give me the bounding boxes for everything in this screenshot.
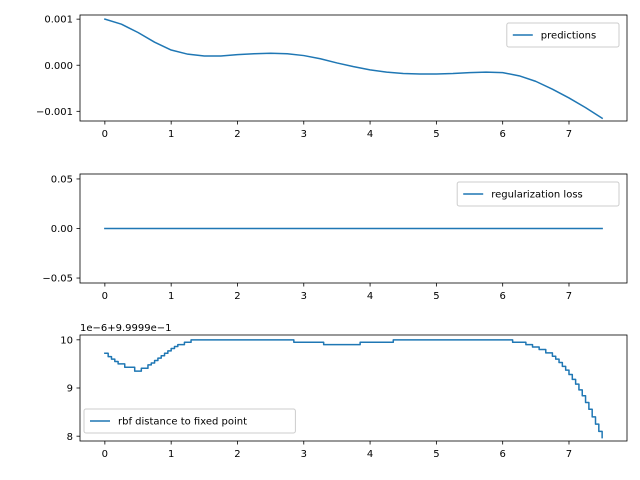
x-tick-label-1-3: 3 <box>301 129 307 140</box>
y-tick-label-3-1: 9 <box>67 384 73 395</box>
x-tick-label-2-4: 4 <box>367 291 373 302</box>
x-tick-label-2-2: 2 <box>234 291 240 302</box>
subplot-3: 0 1 2 3 4 5 6 7 8 9 10 1e−6+9.9999e−1 rbf distance t… <box>60 323 628 460</box>
x-tick-label-1-2: 2 <box>234 129 240 140</box>
x-tick-label-2-0: 0 <box>102 291 108 302</box>
y-tick-label-2-1: 0.00 <box>51 224 73 235</box>
x-tick-label-1-7: 7 <box>566 129 572 140</box>
x-tick-label-2-6: 6 <box>499 291 505 302</box>
x-tick-label-1-4: 4 <box>367 129 373 140</box>
axes-frame-1 <box>79 14 628 122</box>
x-tick-label-1-0: 0 <box>102 129 108 140</box>
series-line-3-1 <box>104 339 603 439</box>
x-tick-label-1-5: 5 <box>433 129 439 140</box>
legend-2: regularization loss <box>456 181 620 207</box>
y-tick-label-3-0: 8 <box>67 432 73 443</box>
series-line-1-1 <box>103 18 604 120</box>
legend-box <box>83 408 296 434</box>
x-tick-label-1-6: 6 <box>499 129 505 140</box>
x-tick-label-3-1: 1 <box>168 449 174 460</box>
legend-label: rbf distance to fixed point <box>118 417 247 428</box>
y-tick-label-3-2: 10 <box>60 335 73 346</box>
legend-box <box>506 22 620 48</box>
x-tick-label-3-4: 4 <box>367 449 373 460</box>
y-tick-label-2-2: 0.05 <box>51 175 73 186</box>
x-tick-label-2-3: 3 <box>301 291 307 302</box>
x-tick-label-3-0: 0 <box>102 449 108 460</box>
legend-3: rbf distance to fixed point <box>83 408 296 434</box>
y-tick-label-1-1: 0.000 <box>44 61 73 72</box>
x-tick-label-3-6: 6 <box>499 449 505 460</box>
x-tick-label-2-5: 5 <box>433 291 439 302</box>
x-tick-label-1-1: 1 <box>168 129 174 140</box>
x-tick-label-2-7: 7 <box>566 291 572 302</box>
x-tick-label-3-2: 2 <box>234 449 240 460</box>
y-tick-label-1-0: −0.001 <box>36 107 73 118</box>
legend-label: predictions <box>541 31 596 42</box>
legend-box <box>456 181 620 207</box>
legend-label: regularization loss <box>491 190 583 201</box>
x-tick-label-3-7: 7 <box>566 449 572 460</box>
y-tick-label-2-0: −0.05 <box>42 274 73 285</box>
axis-offset-label: 1e−6+9.9999e−1 <box>80 323 172 334</box>
x-tick-label-2-1: 1 <box>168 291 174 302</box>
legend-1: predictions <box>506 22 620 48</box>
x-tick-label-3-5: 5 <box>433 449 439 460</box>
subplot-1: 0 1 2 3 4 5 6 7 −0.001 0.000 0.001 predictions <box>36 14 628 140</box>
y-tick-label-1-2: 0.001 <box>44 15 73 26</box>
x-tick-label-3-3: 3 <box>301 449 307 460</box>
subplot-2: 0 1 2 3 4 5 6 7 −0.05 0.00 0.05 regularization loss <box>42 173 628 302</box>
